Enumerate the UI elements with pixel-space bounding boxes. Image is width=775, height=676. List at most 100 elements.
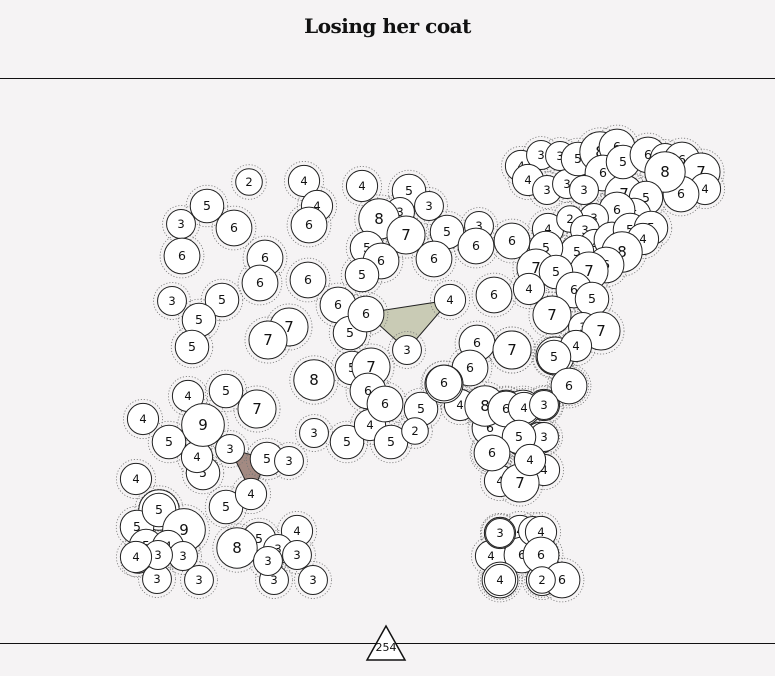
number-dot[interactable]: 8 (216, 527, 258, 569)
number-dot[interactable]: 4 (119, 462, 153, 496)
number-dot[interactable]: 3 (569, 175, 599, 205)
number-dot[interactable]: 6 (475, 276, 513, 314)
number-dot[interactable]: 3 (184, 565, 214, 595)
number-dot[interactable]: 6 (289, 261, 327, 299)
number-dot[interactable]: 5 (174, 329, 210, 365)
number-dot[interactable]: 5 (344, 257, 380, 293)
number-dot[interactable]: 4 (512, 272, 546, 306)
number-dot[interactable]: 5 (249, 441, 285, 477)
number-dot[interactable]: 3 (166, 209, 196, 239)
dot-number: 2 (411, 424, 418, 438)
number-dot[interactable]: 2 (401, 417, 429, 445)
number-dot[interactable]: 3 (414, 191, 444, 221)
number-dot[interactable]: 2 (528, 566, 556, 594)
dot-number: 3 (195, 573, 202, 587)
dot-number: 4 (572, 339, 579, 353)
number-dot[interactable]: 5 (151, 424, 187, 460)
dot-number: 6 (364, 383, 372, 398)
number-dot[interactable]: 5 (536, 339, 572, 375)
number-dot[interactable]: 3 (529, 390, 559, 420)
number-dot[interactable]: 5 (574, 281, 610, 317)
dot-circle (414, 191, 444, 221)
dot-number: 2 (538, 573, 545, 587)
dot-halo (116, 458, 157, 499)
dot-circle (282, 540, 312, 570)
dot-number: 5 (165, 434, 173, 449)
number-dot[interactable]: 3 (215, 434, 245, 464)
number-dot[interactable]: 9 (181, 403, 225, 447)
number-dot[interactable]: 6 (415, 240, 453, 278)
number-dot[interactable]: 6 (366, 385, 404, 423)
number-dot[interactable]: 3 (298, 565, 328, 595)
number-dot[interactable]: 6 (347, 295, 385, 333)
dot-number: 5 (574, 151, 582, 166)
number-dot[interactable]: 6 (550, 367, 588, 405)
number-dot[interactable]: 6 (457, 227, 495, 265)
number-dot[interactable]: 7 (492, 330, 532, 370)
number-dot[interactable]: 3 (274, 446, 304, 476)
number-dot[interactable]: 3 (157, 286, 187, 316)
number-dot[interactable]: 3 (299, 418, 329, 448)
dot-halo (325, 420, 369, 464)
number-dot[interactable]: 6 (290, 206, 328, 244)
number-dot[interactable]: 7 (248, 320, 288, 360)
dot-number: 3 (177, 217, 184, 231)
number-dot[interactable]: 3 (282, 540, 312, 570)
dot-number: 5 (155, 502, 163, 517)
number-dot[interactable]: 4 (126, 402, 160, 436)
dot-number: 8 (617, 243, 627, 261)
number-dot[interactable]: 4 (513, 443, 547, 477)
number-dot[interactable]: 5 (208, 373, 244, 409)
dot-number: 3 (154, 548, 161, 562)
number-dot[interactable]: 2 (235, 168, 263, 196)
dot-circle (569, 175, 599, 205)
dot-circle (157, 286, 187, 316)
number-dot[interactable]: 7 (532, 295, 572, 335)
dot-number: 4 (537, 525, 544, 539)
number-dot[interactable]: 5 (189, 188, 225, 224)
dot-number: 5 (199, 465, 207, 480)
number-dot[interactable]: 3 (392, 335, 422, 365)
dot-halo (153, 282, 191, 320)
dot-circle (415, 240, 453, 278)
dot-halo (233, 385, 281, 433)
number-dot[interactable]: 6 (493, 222, 531, 260)
dot-number: 3 (264, 554, 271, 568)
number-dot[interactable]: 4 (119, 540, 153, 574)
dot-circle (529, 390, 559, 420)
number-dot[interactable]: 4 (345, 169, 379, 203)
dot-number: 6 (304, 272, 312, 287)
number-dot[interactable]: 4 (483, 563, 517, 597)
number-dot[interactable]: 3 (253, 546, 283, 576)
dot-circle (119, 540, 153, 574)
dot-number: 4 (496, 474, 503, 488)
dot-number: 9 (179, 521, 189, 539)
dot-number: 6 (377, 253, 385, 268)
number-dot[interactable]: 6 (425, 364, 463, 402)
number-dot[interactable]: 4 (180, 440, 214, 474)
dot-number: 3 (563, 177, 570, 191)
number-dot[interactable]: 4 (280, 514, 314, 548)
number-dot[interactable]: 8 (644, 151, 686, 193)
dot-number: 6 (570, 282, 578, 297)
dot-circle (151, 424, 187, 460)
number-dot[interactable]: 8 (293, 359, 335, 401)
number-dot[interactable]: 7 (386, 215, 426, 255)
number-dot[interactable]: 6 (163, 237, 201, 275)
number-dot[interactable]: 3 (485, 518, 515, 548)
number-dot[interactable]: 7 (237, 389, 277, 429)
number-dot[interactable]: 5 (204, 282, 240, 318)
number-dot[interactable]: 6 (215, 209, 253, 247)
number-dot[interactable]: 5 (403, 391, 439, 427)
number-dot[interactable]: 6 (241, 264, 279, 302)
page-number-triangle-icon (365, 624, 407, 661)
number-dot[interactable]: 5 (329, 424, 365, 460)
dot-halo (180, 561, 218, 599)
number-dot[interactable]: 4 (234, 477, 268, 511)
number-dot[interactable]: 7 (581, 311, 621, 351)
number-dot[interactable]: 5 (429, 214, 465, 250)
dot-number: 5 (263, 451, 271, 466)
number-dot[interactable]: 6 (473, 434, 511, 472)
number-dot[interactable]: 4 (433, 283, 467, 317)
